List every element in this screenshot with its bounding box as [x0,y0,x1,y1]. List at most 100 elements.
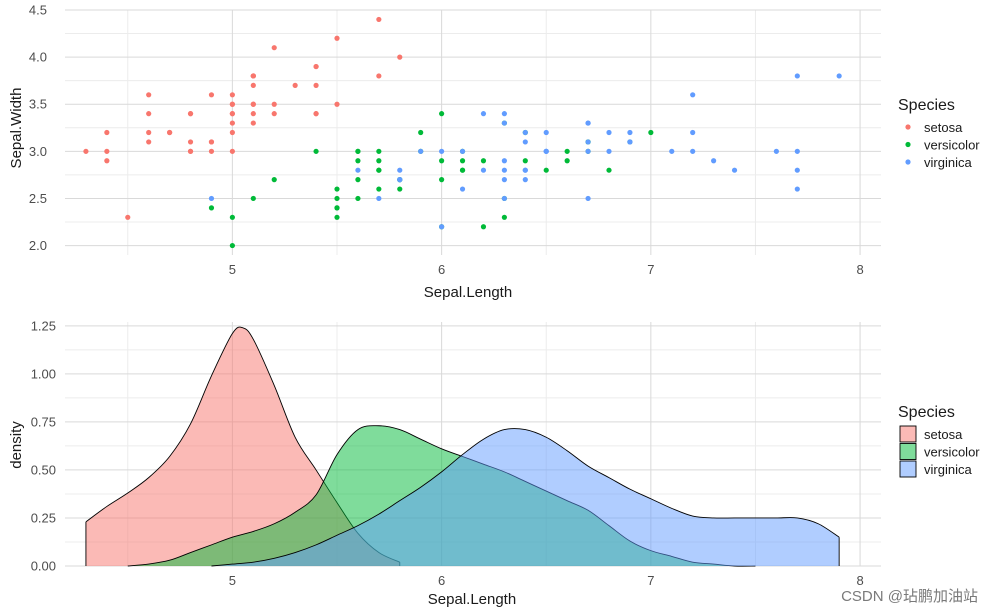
scatter-point-setosa [271,45,277,51]
scatter-point-setosa [208,139,215,145]
scatter-point-versicolor [564,158,570,164]
scatter-point-versicolor [376,167,382,173]
scatter-point-versicolor [376,148,382,154]
scatter-point-virginica [690,129,696,136]
density-areas [85,326,840,567]
scatter-point-versicolor [543,167,549,173]
density-x-tick-labels: 5 6 7 8 [229,573,864,588]
legend-key-setosa [905,124,911,130]
x-tick-label: 8 [856,262,863,277]
scatter-point-virginica [627,129,633,136]
scatter-point-virginica [585,120,591,126]
scatter-point-virginica [836,73,842,79]
legend-label-versicolor: versicolor [924,138,980,153]
scatter-point-versicolor [355,158,361,164]
scatter-point-versicolor [334,186,340,192]
scatter-point-setosa [104,129,110,136]
scatter-point-virginica [543,148,549,154]
scatter-point-versicolor [250,195,256,202]
y-tick-label: 0.25 [31,510,56,525]
scatter-point-setosa [376,73,382,79]
scatter-point-setosa [250,111,256,117]
scatter-points [83,16,842,249]
scatter-point-versicolor [355,148,361,154]
scatter-point-virginica [773,148,779,154]
legend-label-virginica: virginica [924,155,972,170]
scatter-point-virginica [794,186,800,192]
scatter-point-virginica [355,167,361,173]
y-tick-label: 4.0 [29,50,47,65]
scatter-point-versicolor [229,242,235,249]
density-x-axis-title: Sepal.Length [428,591,516,608]
scatter-point-virginica [711,158,717,164]
scatter-legend-title: Species [898,97,955,114]
scatter-point-versicolor [439,158,445,164]
y-tick-label: 2.0 [29,238,47,253]
scatter-point-versicolor [606,167,612,173]
scatter-point-setosa [146,139,152,145]
scatter-point-versicolor [334,205,340,211]
scatter-point-versicolor [313,148,319,154]
scatter-point-setosa [250,101,256,107]
legend-key-virginica [899,460,917,478]
scatter-y-axis-title: Sepal.Width [8,88,25,169]
scatter-point-virginica [669,148,675,154]
scatter-point-setosa [229,101,235,107]
scatter-point-virginica [522,177,528,183]
legend-label-setosa: setosa [924,120,963,135]
scatter-point-setosa [250,82,256,88]
density-outline-virginica [211,428,840,567]
scatter-point-setosa [208,148,215,154]
scatter-point-setosa [229,148,235,154]
scatter-y-tick-labels: 2.0 2.5 3.0 3.5 4.0 4.5 [29,3,47,254]
scatter-plot-panel: 5 6 7 8 2.0 2.5 3.0 3.5 4.0 4.5 Sepal.Length Sep… [8,3,980,302]
scatter-point-virginica [627,139,633,145]
scatter-point-setosa [313,63,319,70]
scatter-point-virginica [794,148,800,154]
scatter-point-setosa [187,139,194,145]
scatter-point-setosa [376,16,382,23]
y-tick-label: 2.5 [29,191,47,206]
scatter-point-setosa [397,54,403,60]
x-tick-label: 7 [647,262,654,277]
scatter-point-setosa [313,111,319,117]
scatter-x-axis-title: Sepal.Length [424,284,512,301]
scatter-point-versicolor [334,214,340,220]
density-legend-title: Species [898,404,955,421]
y-tick-label: 0.50 [31,462,56,477]
scatter-point-virginica [480,111,487,117]
scatter-gridlines [65,9,881,255]
scatter-point-virginica [794,167,800,173]
scatter-point-versicolor [355,177,361,183]
scatter-point-virginica [459,186,466,192]
scatter-point-setosa [187,148,194,154]
scatter-point-setosa [334,101,340,107]
x-tick-label: 5 [229,573,236,588]
density-legend: Species setosa versicolor virginica [898,404,980,478]
scatter-point-setosa [146,129,152,136]
scatter-point-setosa [104,158,110,164]
x-tick-label: 6 [438,573,445,588]
scatter-point-setosa [104,148,110,154]
scatter-point-virginica [480,167,487,173]
scatter-point-virginica [439,148,445,154]
scatter-point-virginica [522,129,528,136]
scatter-point-setosa [83,148,89,154]
scatter-point-versicolor [271,177,277,183]
y-tick-label: 4.5 [29,3,47,18]
scatter-point-virginica [690,148,696,154]
scatter-point-virginica [501,177,507,183]
scatter-point-virginica [501,120,507,126]
scatter-x-tick-labels: 5 6 7 8 [229,262,864,277]
scatter-point-virginica [606,148,612,154]
scatter-point-setosa [229,120,235,126]
scatter-point-virginica [418,148,424,154]
legend-key-virginica [905,159,911,165]
scatter-point-setosa [167,129,173,136]
y-tick-label: 3.0 [29,144,47,159]
legend-key-setosa [899,425,917,443]
scatter-point-versicolor [564,148,570,154]
scatter-point-versicolor [459,158,466,164]
scatter-point-virginica [397,177,403,183]
